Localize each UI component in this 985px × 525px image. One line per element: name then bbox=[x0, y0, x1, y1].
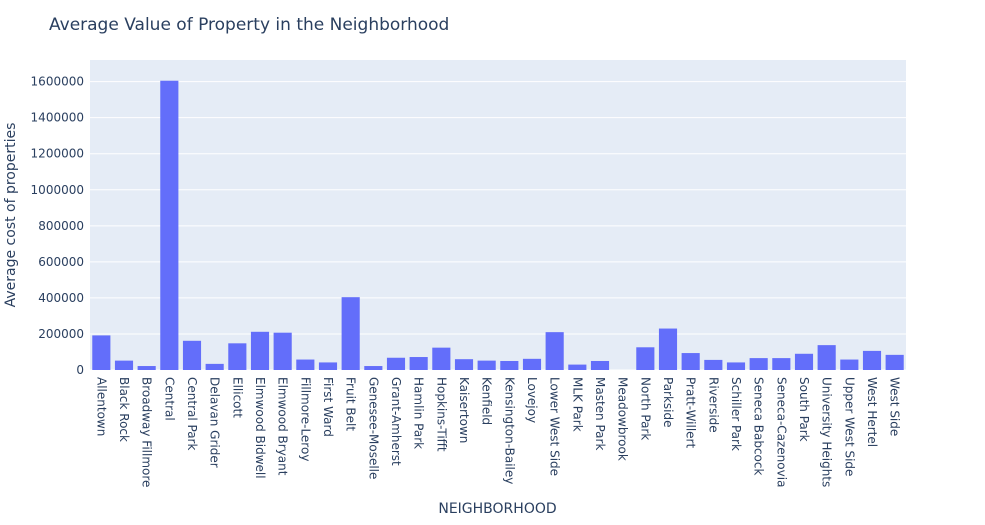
bar-elmwood-bryant[interactable] bbox=[273, 332, 292, 370]
bar-lovejoy[interactable] bbox=[522, 358, 542, 370]
x-tick-label: Fruit Belt bbox=[344, 377, 358, 431]
x-tick-label: Fillmore-Leroy bbox=[298, 377, 312, 461]
bar-north-park[interactable] bbox=[636, 347, 655, 370]
x-tick-label: Kenfield bbox=[480, 377, 494, 425]
bar-elmwood-bidwell[interactable] bbox=[250, 331, 270, 370]
bar-seneca-cazenovia[interactable] bbox=[772, 358, 791, 370]
x-tick-label: Central bbox=[162, 377, 176, 421]
y-tick-labels: 0 200000 400000 600000 800000 1000000 1200000 1… bbox=[31, 75, 84, 377]
y-tick-label: 200000 bbox=[38, 327, 84, 341]
x-tick-labels: Allentown Black Rock Broadway Fillmore Cent… bbox=[94, 377, 901, 487]
bar-masten-park[interactable] bbox=[590, 360, 610, 370]
bar-parkside[interactable] bbox=[658, 328, 678, 370]
x-tick-label: Elmwood Bidwell bbox=[253, 377, 267, 479]
bar-fillmore-leroy[interactable] bbox=[296, 359, 315, 370]
x-tick-label: Lovejoy bbox=[525, 377, 539, 423]
y-tick-label: 600000 bbox=[38, 255, 84, 269]
bar-riverside[interactable] bbox=[704, 359, 723, 370]
bar-west-hertel[interactable] bbox=[862, 350, 882, 370]
bar-south-park[interactable] bbox=[794, 353, 814, 370]
bar-ellicott[interactable] bbox=[228, 343, 247, 370]
bar-hamlin-park[interactable] bbox=[409, 357, 428, 370]
y-tick-label: 1000000 bbox=[31, 183, 84, 197]
bar-genesee-moselle[interactable] bbox=[364, 366, 383, 370]
y-tick-label: 1600000 bbox=[31, 75, 84, 89]
plot-background bbox=[90, 60, 906, 370]
bar-west-side[interactable] bbox=[885, 354, 904, 370]
bar-mlk-park[interactable] bbox=[568, 364, 587, 370]
bar-delavan-grider[interactable] bbox=[205, 363, 224, 370]
x-tick-label: Seneca Babcock bbox=[752, 377, 766, 475]
x-tick-label: Pratt-Willert bbox=[684, 377, 698, 448]
y-tick-label: 0 bbox=[76, 363, 84, 377]
y-tick-label: 1400000 bbox=[31, 111, 84, 125]
x-tick-label: Lower West Side bbox=[548, 377, 562, 476]
x-tick-label: South Park bbox=[797, 377, 811, 442]
x-tick-label: Meadowbrook bbox=[616, 377, 630, 461]
x-tick-label: Delavan Grider bbox=[208, 377, 222, 468]
y-tick-label: 400000 bbox=[38, 291, 84, 305]
x-tick-label: Elmwood Bryant bbox=[276, 377, 290, 476]
bar-central-park[interactable] bbox=[182, 340, 202, 370]
bar-university-heights[interactable] bbox=[817, 345, 836, 370]
x-axis-title: NEIGHBORHOOD bbox=[438, 501, 556, 517]
bar-kaisertown[interactable] bbox=[454, 359, 474, 370]
y-axis-title: Average cost of properties bbox=[3, 123, 19, 308]
bar-kensington-bailey[interactable] bbox=[500, 360, 519, 370]
y-tick-label: 1200000 bbox=[31, 147, 84, 161]
x-tick-label: Central Park bbox=[185, 377, 199, 450]
bar-central[interactable] bbox=[160, 80, 179, 370]
x-tick-label: Ellicott bbox=[230, 377, 244, 418]
bar-hopkins-tifft[interactable] bbox=[432, 347, 451, 370]
x-tick-label: Hopkins-Tifft bbox=[434, 377, 448, 452]
bar-first-ward[interactable] bbox=[318, 362, 338, 370]
x-tick-label: West Hertel bbox=[865, 377, 879, 447]
bar-grant-amherst[interactable] bbox=[386, 357, 406, 370]
x-tick-label: Parkside bbox=[661, 377, 675, 428]
x-tick-label: Hamlin Park bbox=[412, 377, 426, 449]
gridlines bbox=[90, 81, 906, 371]
chart-title: Average Value of Property in the Neighbo… bbox=[49, 15, 449, 35]
bar-schiller-park[interactable] bbox=[726, 362, 746, 370]
x-tick-label: Black Rock bbox=[117, 377, 131, 442]
x-tick-label: Upper West Side bbox=[842, 377, 856, 476]
x-tick-label: Riverside bbox=[706, 377, 720, 433]
bar-kenfield[interactable] bbox=[477, 360, 496, 370]
x-tick-label: Allentown bbox=[94, 377, 108, 436]
bar-upper-west-side[interactable] bbox=[840, 359, 859, 370]
bar-broadway-fillmore[interactable] bbox=[137, 366, 156, 370]
x-tick-label: University Heights bbox=[820, 377, 834, 487]
bar-allentown[interactable] bbox=[92, 335, 111, 370]
bar-seneca-babcock[interactable] bbox=[749, 358, 768, 370]
x-tick-label: Seneca-Cazenovia bbox=[774, 377, 788, 487]
x-tick-label: Schiller Park bbox=[729, 377, 743, 451]
x-tick-label: Genesee-Moselle bbox=[366, 377, 380, 479]
x-tick-label: MLK Park bbox=[570, 377, 584, 432]
bars bbox=[92, 80, 904, 370]
x-tick-label: North Park bbox=[638, 377, 652, 440]
x-tick-label: West Side bbox=[888, 377, 902, 436]
x-tick-label: Broadway Fillmore bbox=[140, 377, 154, 487]
x-tick-label: First Ward bbox=[321, 377, 335, 437]
x-tick-label: Kaisertown bbox=[457, 377, 471, 443]
bar-fruit-belt[interactable] bbox=[341, 297, 360, 370]
x-tick-label: Masten Park bbox=[593, 377, 607, 450]
x-tick-label: Kensington-Bailey bbox=[502, 377, 516, 484]
y-tick-label: 800000 bbox=[38, 219, 84, 233]
bar-black-rock[interactable] bbox=[114, 360, 134, 370]
bar-pratt-willert[interactable] bbox=[681, 353, 700, 370]
x-tick-label: Grant-Amherst bbox=[389, 377, 403, 466]
bar-lower-west-side[interactable] bbox=[545, 332, 564, 370]
